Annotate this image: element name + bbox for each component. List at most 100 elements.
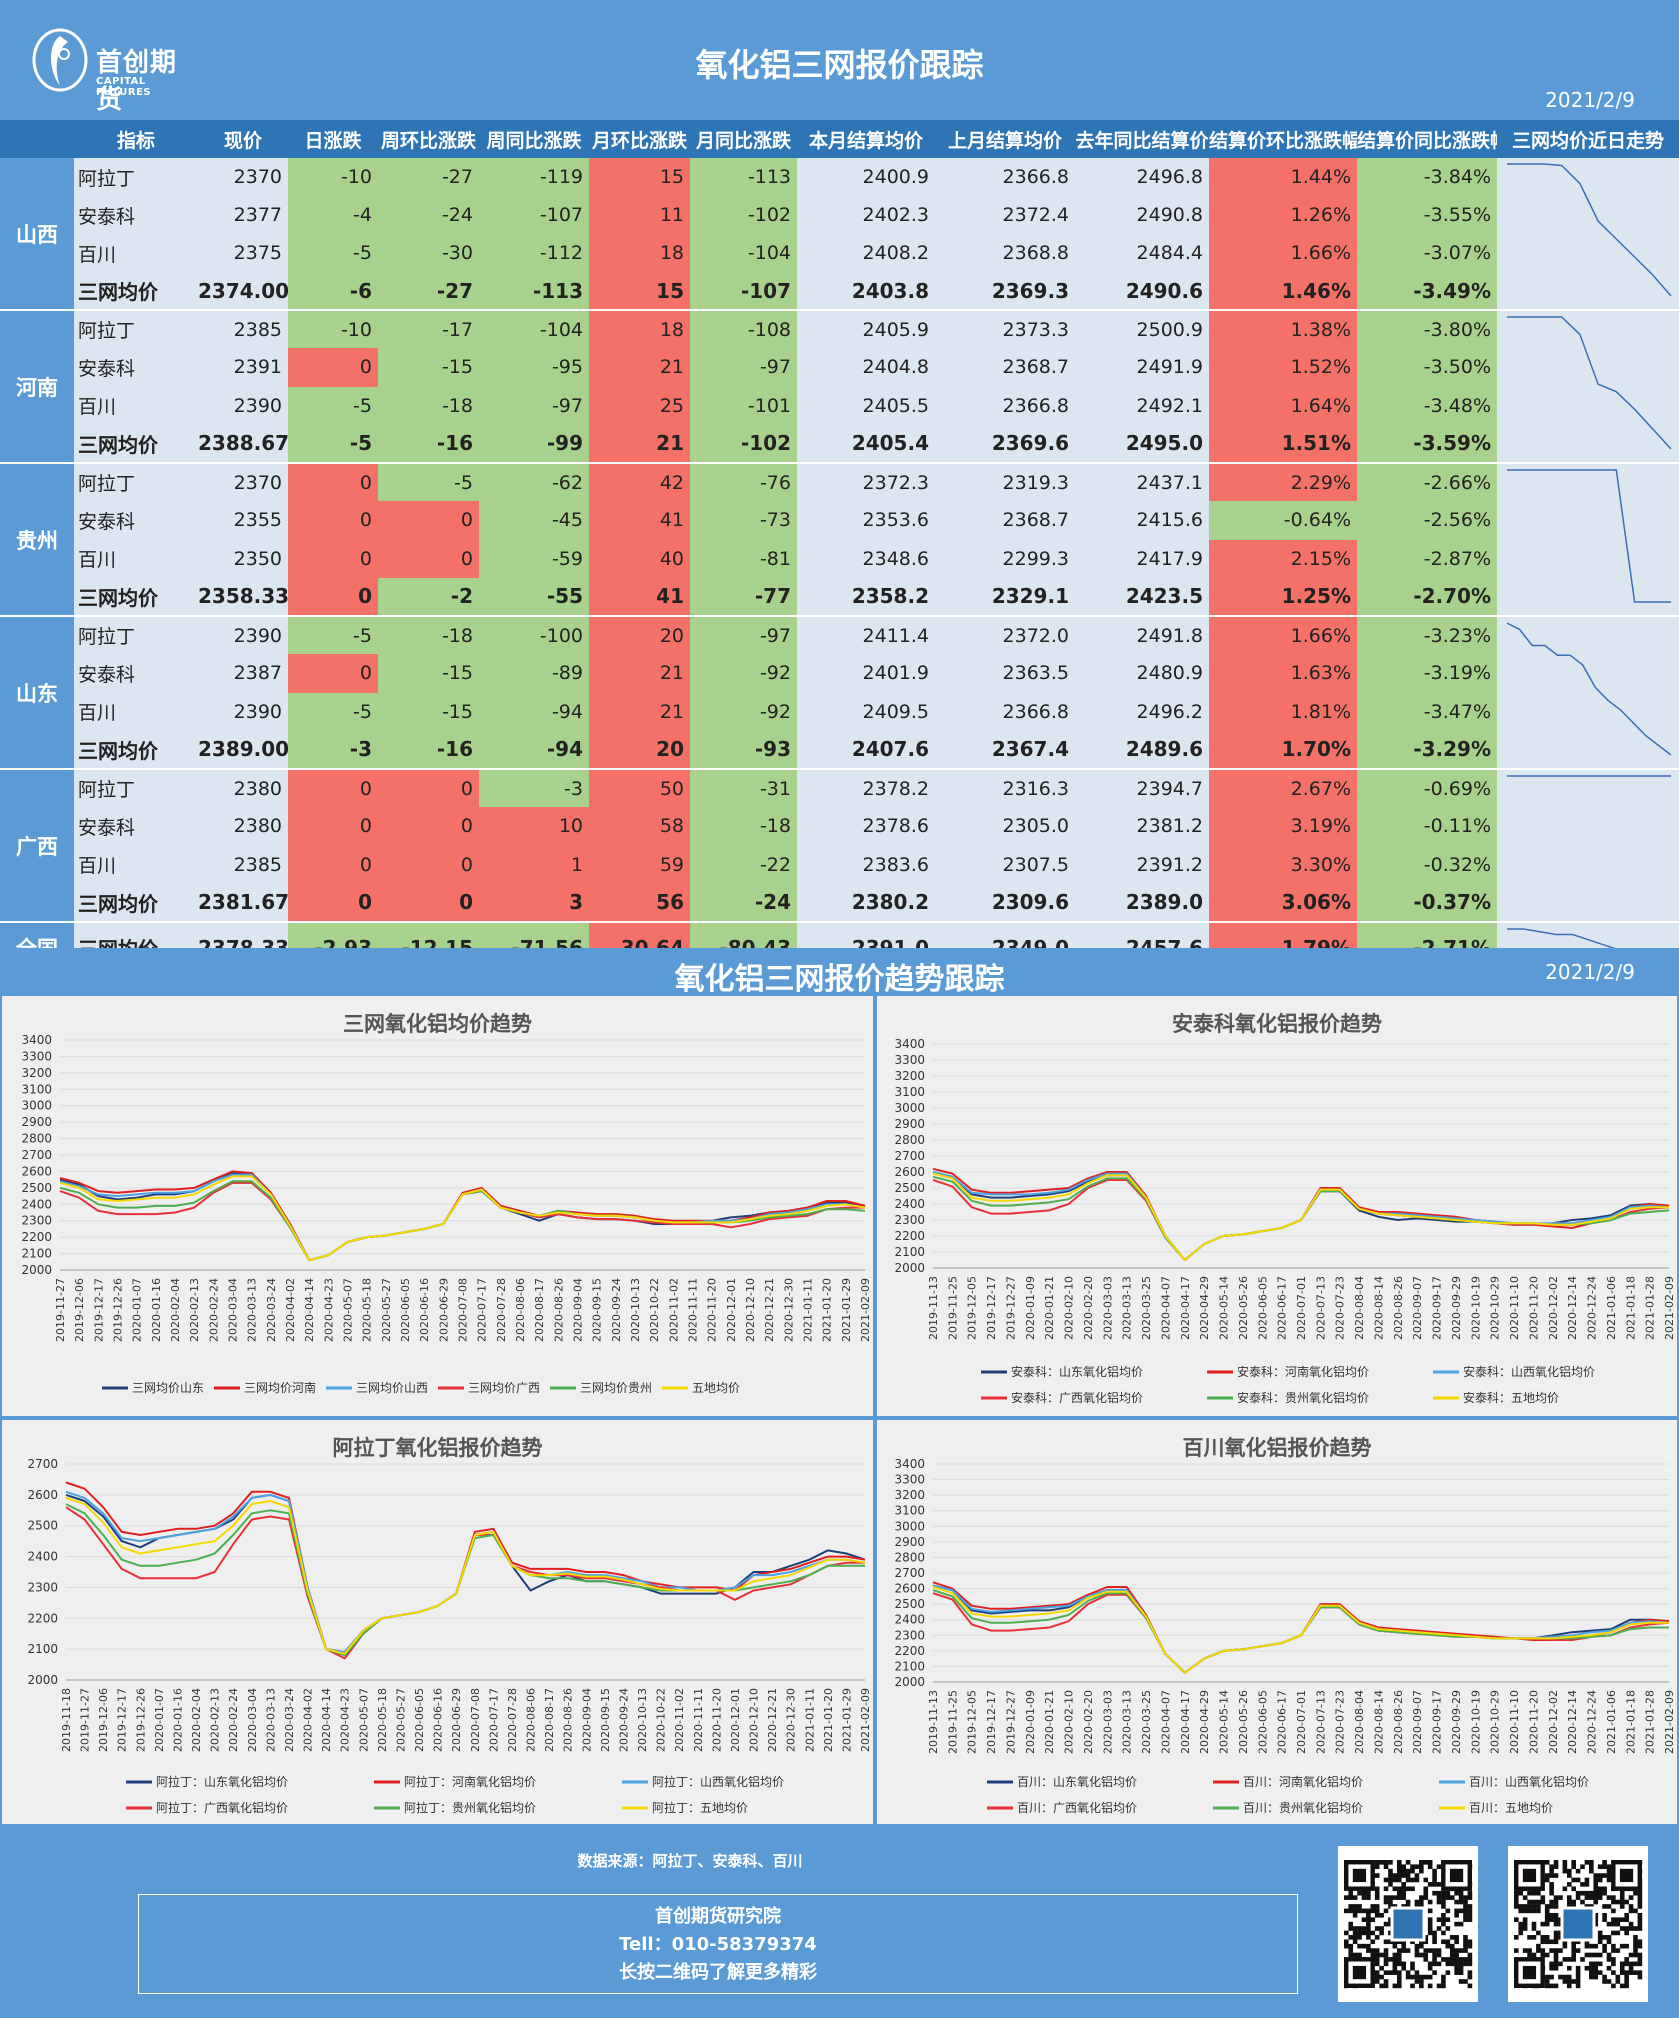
trend-section-title: 氧化铝三网报价趋势跟踪 bbox=[674, 962, 1005, 997]
chart-title: 三网氧化铝均价趋势 bbox=[343, 1012, 532, 1036]
table-cell: -17 bbox=[378, 310, 479, 349]
source-name: 阿拉丁 bbox=[74, 463, 198, 502]
table-cell: 2389.0 bbox=[1075, 883, 1209, 924]
table-cell: -101 bbox=[690, 386, 797, 425]
table-cell: 2.29% bbox=[1209, 463, 1357, 502]
x-tick-label: 2021-01-18 bbox=[1624, 1690, 1637, 1754]
x-tick-label: 2020-03-24 bbox=[283, 1688, 296, 1752]
logo-mark-icon bbox=[32, 28, 88, 92]
y-tick-label: 3100 bbox=[21, 1082, 52, 1096]
legend-label: 安泰科：五地均价 bbox=[1463, 1390, 1559, 1405]
table-cell: -93 bbox=[690, 730, 797, 771]
qr-pattern bbox=[1344, 1860, 1473, 1989]
table-cell: 2385 bbox=[198, 310, 288, 349]
header: 首创期货 CAPITAL FUTURES 氧化铝三网报价跟踪 2021/2/9 bbox=[0, 0, 1679, 120]
table-cell: 2401.9 bbox=[797, 654, 935, 693]
table-cell: -3.80% bbox=[1357, 310, 1497, 349]
x-tick-label: 2020-05-18 bbox=[361, 1278, 374, 1342]
table-cell: 0 bbox=[288, 807, 378, 846]
column-header: 去年同比结算价 bbox=[1075, 120, 1209, 158]
sparkline bbox=[1507, 775, 1671, 777]
sparkline bbox=[1507, 163, 1672, 297]
x-tick-label: 2020-09-17 bbox=[1431, 1276, 1444, 1340]
x-tick-label: 2020-10-19 bbox=[1469, 1276, 1482, 1340]
table-cell: 2383.6 bbox=[797, 845, 935, 884]
table-cell: 2368.7 bbox=[935, 501, 1075, 540]
table-cell: 2363.5 bbox=[935, 654, 1075, 693]
table-cell: 2377 bbox=[198, 196, 288, 234]
table-cell: -22 bbox=[690, 845, 797, 884]
table-row: 安泰科 2391 0 -15 -95 21 -97 2404.8 2368.7 2491.9 1.5… bbox=[0, 348, 1679, 387]
x-tick-label: 2020-06-16 bbox=[432, 1688, 445, 1752]
column-header: 周环比涨跌 bbox=[378, 120, 479, 158]
x-tick-label: 2020-02-10 bbox=[1063, 1690, 1076, 1754]
x-tick-label: 2020-05-14 bbox=[1218, 1276, 1231, 1340]
table-cell: 2366.8 bbox=[935, 386, 1075, 425]
table-cell: -15 bbox=[378, 654, 479, 693]
y-tick-label: 2500 bbox=[27, 1519, 58, 1533]
table-cell: 2437.1 bbox=[1075, 463, 1209, 502]
x-tick-label: 2020-09-24 bbox=[617, 1688, 630, 1752]
x-tick-label: 2019-11-27 bbox=[79, 1688, 92, 1752]
qr-code-icon[interactable] bbox=[1338, 1846, 1478, 2002]
logo-text-en: CAPITAL FUTURES bbox=[96, 76, 152, 98]
table-cell: 2496.2 bbox=[1075, 692, 1209, 731]
table-cell: -15 bbox=[378, 348, 479, 387]
table-cell: 58 bbox=[589, 807, 690, 846]
source-name: 阿拉丁 bbox=[74, 310, 198, 349]
x-tick-label: 2020-08-26 bbox=[562, 1688, 575, 1752]
table-cell: -2.87% bbox=[1357, 539, 1497, 578]
table-cell: -97 bbox=[479, 386, 589, 425]
y-tick-label: 3200 bbox=[21, 1066, 52, 1080]
column-header: 月环比涨跌 bbox=[589, 120, 690, 158]
table-cell: 59 bbox=[589, 845, 690, 884]
qr-pattern bbox=[1514, 1860, 1643, 1989]
table-cell: 1.63% bbox=[1209, 654, 1357, 693]
table-cell: 2389.00 bbox=[198, 730, 288, 771]
legend-label: 百川：山西氧化铝均价 bbox=[1469, 1774, 1589, 1789]
series-line bbox=[59, 1175, 866, 1262]
x-tick-label: 2020-04-07 bbox=[1159, 1276, 1172, 1340]
y-tick-label: 2200 bbox=[21, 1230, 52, 1244]
x-tick-label: 2020-09-29 bbox=[1450, 1276, 1463, 1340]
series-line bbox=[65, 1496, 866, 1655]
x-tick-label: 2020-02-04 bbox=[190, 1688, 203, 1752]
legend-label: 百川：五地均价 bbox=[1469, 1801, 1553, 1815]
footer: 数据来源：阿拉丁、安泰科、百川 首创期货研究院 Tell：010-5837937… bbox=[0, 1828, 1679, 2018]
legend-label: 三网均价山西 bbox=[356, 1381, 428, 1395]
legend-label: 百川：贵州氧化铝均价 bbox=[1243, 1800, 1363, 1815]
x-tick-label: 2020-03-25 bbox=[1140, 1276, 1153, 1340]
y-tick-label: 3000 bbox=[21, 1099, 52, 1113]
y-tick-label: 2000 bbox=[894, 1675, 925, 1689]
table-cell: 2402.3 bbox=[797, 196, 935, 234]
table-cell: -3 bbox=[479, 769, 589, 808]
table-cell: 2307.5 bbox=[935, 845, 1075, 884]
y-tick-label: 2400 bbox=[21, 1197, 52, 1211]
x-tick-label: 2020-04-23 bbox=[322, 1278, 335, 1342]
table-header-row: 指标 现价 日涨跌 周环比涨跌 周同比涨跌 月环比涨跌 月同比涨跌 本月结算均价 上月结算均价去… bbox=[0, 120, 1679, 158]
x-tick-label: 2020-09-04 bbox=[572, 1278, 585, 1342]
legend-label: 安泰科：广西氧化铝均价 bbox=[1011, 1390, 1143, 1405]
table-cell: 21 bbox=[589, 424, 690, 465]
table-cell: 2299.3 bbox=[935, 539, 1075, 578]
x-tick-label: 2020-08-14 bbox=[1372, 1690, 1385, 1754]
table-cell: -102 bbox=[690, 196, 797, 234]
x-tick-label: 2020-08-26 bbox=[1392, 1690, 1405, 1754]
series-line bbox=[932, 1584, 1670, 1674]
table-cell: -5 bbox=[288, 386, 378, 425]
legend-label: 安泰科：河南氧化铝均价 bbox=[1237, 1364, 1369, 1379]
table-cell: 2408.2 bbox=[797, 234, 935, 272]
table-cell: 15 bbox=[589, 158, 690, 196]
qr-code-icon[interactable] bbox=[1508, 1846, 1648, 2002]
table-cell: -113 bbox=[690, 158, 797, 196]
x-tick-label: 2020-02-24 bbox=[207, 1278, 220, 1342]
x-tick-label: 2020-09-15 bbox=[591, 1278, 604, 1342]
x-tick-label: 2021-02-09 bbox=[1663, 1690, 1676, 1754]
table-cell: 1.38% bbox=[1209, 310, 1357, 349]
x-tick-label: 2019-12-17 bbox=[985, 1276, 998, 1340]
table-cell: -5 bbox=[288, 234, 378, 272]
x-tick-label: 2020-11-11 bbox=[687, 1278, 700, 1342]
y-tick-label: 2600 bbox=[21, 1164, 52, 1178]
y-tick-label: 3200 bbox=[894, 1488, 925, 1502]
